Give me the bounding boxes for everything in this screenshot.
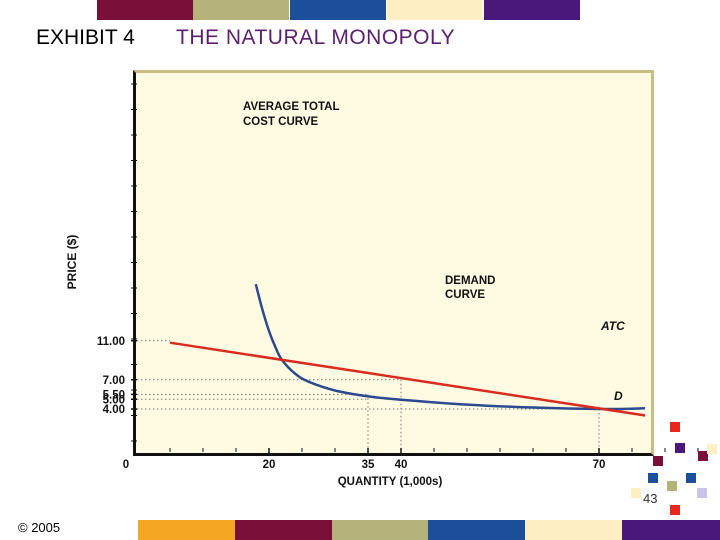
slide-title: THE NATURAL MONOPOLY — [176, 26, 456, 49]
slide-number: 43 — [643, 491, 658, 506]
y-tick-label: 5.00 — [103, 394, 125, 406]
y-tick-label: 4.00 — [103, 404, 125, 416]
strip-block — [332, 520, 428, 540]
demand-short-label: D — [614, 389, 623, 403]
strip-block — [193, 0, 289, 20]
deco-square — [648, 473, 658, 483]
deco-square — [667, 481, 677, 491]
x-tick-label: 40 — [395, 459, 408, 471]
series-line-atc — [254, 283, 645, 411]
strip-block — [484, 0, 580, 20]
copyright: © 2005 — [18, 520, 61, 535]
x-axis-label: QUANTITY (1,000s) — [338, 476, 443, 488]
bottom-color-strip — [0, 520, 720, 540]
deco-square — [686, 473, 696, 483]
exhibit-label: EXHIBIT 4 — [36, 26, 135, 49]
atc-short-label: ATC — [600, 319, 625, 333]
x-tick-label: 70 — [593, 459, 606, 471]
demand-curve-label: DEMAND — [445, 275, 495, 287]
atc-curve-label: AVERAGE TOTAL — [243, 101, 339, 113]
strip-block — [622, 520, 720, 540]
strip-block — [138, 520, 235, 540]
deco-square — [697, 488, 707, 498]
deco-square — [698, 451, 708, 461]
y-axis-label: PRICE ($) — [65, 235, 79, 290]
strip-block — [387, 0, 483, 20]
deco-square — [707, 444, 717, 454]
y-tick-label: 5.50 — [103, 389, 125, 401]
atc-curve-label: COST CURVE — [243, 116, 319, 128]
strip-block — [97, 0, 193, 20]
chart-panel — [133, 70, 654, 456]
deco-square — [670, 505, 680, 515]
strip-block — [0, 520, 138, 540]
demand-curve-label: CURVE — [445, 289, 485, 301]
strip-block — [428, 520, 525, 540]
deco-square — [670, 422, 680, 432]
deco-square — [631, 488, 641, 498]
y-tick-label: 7.00 — [103, 375, 125, 387]
series-line-d — [169, 341, 645, 417]
y-tick-label: 11.00 — [97, 336, 125, 348]
x-tick-label: 20 — [263, 459, 276, 471]
strip-block — [290, 0, 386, 20]
strip-block — [525, 520, 622, 540]
x-tick-label: 35 — [362, 459, 375, 471]
x-tick-label: 0 — [123, 459, 129, 471]
strip-block — [0, 0, 97, 20]
strip-block — [235, 520, 332, 540]
deco-square — [653, 456, 663, 466]
top-color-strip — [0, 0, 720, 20]
deco-square — [675, 443, 685, 453]
